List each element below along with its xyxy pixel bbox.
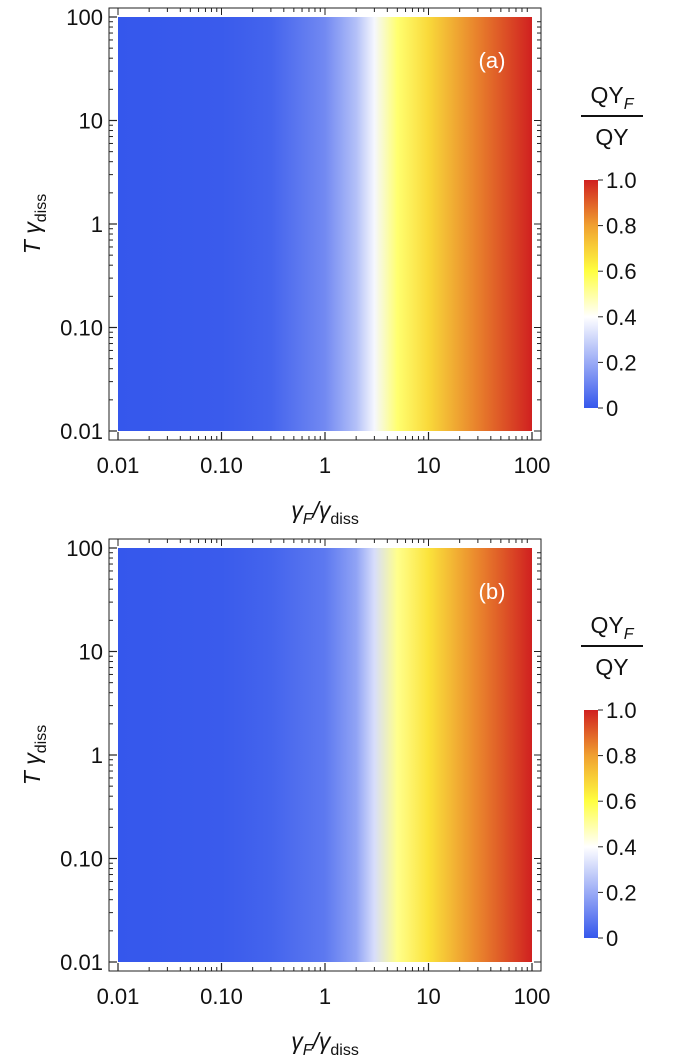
colorbar-tick-label: 0.4 [606, 305, 637, 330]
panel-label: (b) [479, 579, 506, 604]
x-tick-label: 10 [416, 984, 440, 1009]
y-tick-label: 0.10 [60, 316, 103, 341]
y-tick-label: 1 [91, 743, 103, 768]
x-tick-label: 0.01 [97, 453, 140, 478]
colorbar-title-denominator: QY [595, 124, 628, 150]
colorbar-title-numerator: QYF [590, 82, 634, 113]
y-tick-label: 10 [79, 109, 103, 134]
x-tick-label: 100 [514, 453, 551, 478]
colorbar-title-denominator: QY [595, 654, 628, 680]
y-tick-label: 0.01 [60, 950, 103, 975]
x-axis-label: γF/γdiss [291, 497, 359, 528]
y-axis-label: T γdiss [19, 725, 50, 785]
heatmap-area [118, 17, 532, 431]
colorbar [584, 180, 598, 408]
y-tick-label: 10 [79, 640, 103, 665]
y-tick-label: 0.01 [60, 419, 103, 444]
y-axis-label: T γdiss [19, 194, 50, 254]
colorbar-tick-label: 0.8 [606, 744, 637, 769]
x-tick-label: 0.10 [200, 453, 243, 478]
colorbar-tick-label: 0.6 [606, 259, 637, 284]
y-tick-label: 100 [66, 536, 103, 561]
heatmap-area [118, 548, 532, 962]
x-tick-label: 0.10 [200, 984, 243, 1009]
y-tick-label: 0.10 [60, 847, 103, 872]
x-tick-label: 0.01 [97, 984, 140, 1009]
colorbar-title-numerator: QYF [590, 612, 634, 643]
colorbar-tick-label: 0.8 [606, 214, 637, 239]
x-axis-label: γF/γdiss [291, 1028, 359, 1057]
x-tick-label: 1 [319, 453, 331, 478]
y-tick-label: 1 [91, 212, 103, 237]
x-tick-label: 1 [319, 984, 331, 1009]
colorbar-tick-label: 0.4 [606, 835, 637, 860]
colorbar-tick-label: 1.0 [606, 168, 637, 193]
panel-label: (a) [479, 48, 506, 73]
colorbar-tick-label: 1.0 [606, 698, 637, 723]
panel-a: 0.01 0.10 1 10 100 0.01 0.10 1 10 100 (a) γF/γdiss T… [19, 5, 643, 528]
colorbar-tick-label: 0 [606, 396, 618, 421]
x-tick-label: 100 [514, 984, 551, 1009]
colorbar-tick-label: 0.2 [606, 880, 637, 905]
colorbar-tick-label: 0.6 [606, 789, 637, 814]
y-tick-label: 100 [66, 5, 103, 30]
x-tick-label: 10 [416, 453, 440, 478]
colorbar-tick-label: 0.2 [606, 350, 637, 375]
colorbar-tick-label: 0 [606, 926, 618, 951]
colorbar [584, 710, 598, 938]
panel-b: 0.01 0.10 1 10 100 0.01 0.10 1 10 100 (b) γF/γdiss T… [19, 536, 643, 1057]
